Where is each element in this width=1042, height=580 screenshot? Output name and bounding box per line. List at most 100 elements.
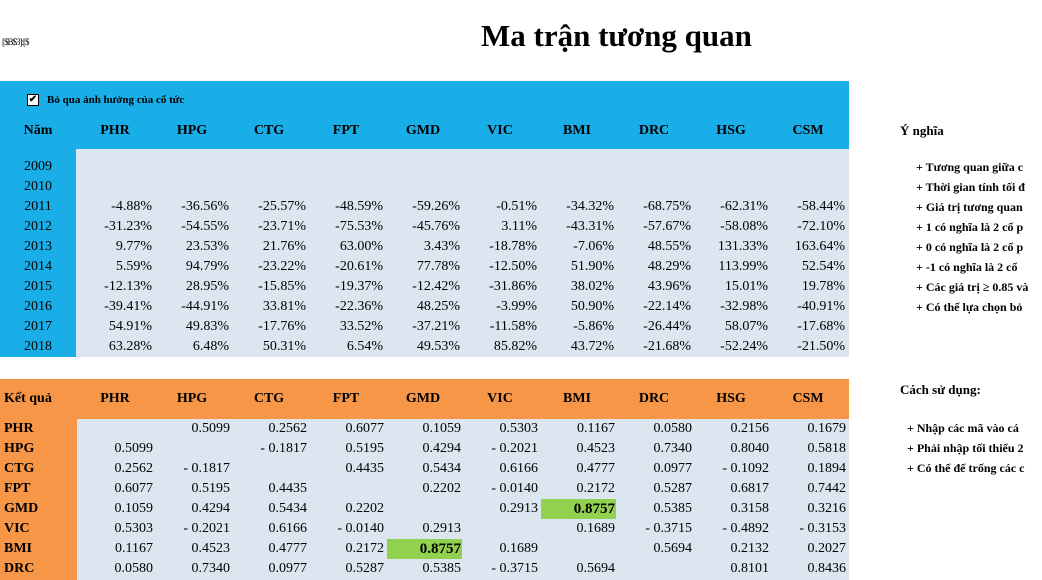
- year-cell[interactable]: 2016: [24, 299, 52, 314]
- return-cell[interactable]: 3.43%: [423, 239, 460, 254]
- return-cell[interactable]: 5.59%: [115, 259, 152, 274]
- correlation-cell[interactable]: 0.2202: [345, 501, 385, 516]
- return-cell[interactable]: -26.44%: [643, 319, 691, 334]
- correlation-cell[interactable]: 0.5818: [807, 441, 847, 456]
- correlation-cell[interactable]: 0.1059: [114, 501, 154, 516]
- return-cell[interactable]: 33.52%: [339, 319, 383, 334]
- return-cell[interactable]: -12.42%: [412, 279, 460, 294]
- return-cell[interactable]: -23.22%: [258, 259, 306, 274]
- return-cell[interactable]: 50.31%: [262, 339, 306, 354]
- return-cell[interactable]: -54.55%: [181, 219, 229, 234]
- correlation-cell[interactable]: 0.5694: [653, 541, 693, 556]
- return-cell[interactable]: 63.28%: [108, 339, 152, 354]
- correlation-cell[interactable]: 0.1167: [577, 421, 615, 436]
- correlation-cell[interactable]: 0.2172: [576, 481, 616, 496]
- return-cell[interactable]: 77.78%: [416, 259, 460, 274]
- return-cell[interactable]: -18.78%: [489, 239, 537, 254]
- return-cell[interactable]: 21.76%: [262, 239, 306, 254]
- return-cell[interactable]: 9.77%: [115, 239, 152, 254]
- correlation-cell[interactable]: 0.2156: [730, 421, 770, 436]
- return-cell[interactable]: 49.53%: [416, 339, 460, 354]
- correlation-cell[interactable]: 0.1894: [807, 461, 847, 476]
- correlation-cell[interactable]: 0.5099: [191, 421, 231, 436]
- correlation-cell[interactable]: 0.5303: [114, 521, 154, 536]
- year-cell[interactable]: 2018: [24, 339, 52, 354]
- correlation-cell[interactable]: 0.8101: [730, 561, 770, 576]
- correlation-cell[interactable]: - 0.1817: [260, 441, 307, 456]
- correlation-cell[interactable]: - 0.4892: [722, 521, 769, 536]
- correlation-cell[interactable]: 0.0580: [653, 421, 693, 436]
- year-cell[interactable]: 2015: [24, 279, 52, 294]
- correlation-cell[interactable]: 0.4777: [268, 541, 308, 556]
- year-cell[interactable]: 2013: [24, 239, 52, 254]
- correlation-cell[interactable]: - 0.0140: [337, 521, 384, 536]
- year-cell[interactable]: 2010: [24, 179, 52, 194]
- correlation-cell[interactable]: 0.2562: [114, 461, 154, 476]
- return-cell[interactable]: -22.36%: [335, 299, 383, 314]
- return-cell[interactable]: 94.79%: [185, 259, 229, 274]
- return-cell[interactable]: -15.85%: [258, 279, 306, 294]
- return-cell[interactable]: 58.07%: [724, 319, 768, 334]
- correlation-cell[interactable]: 0.3216: [807, 501, 847, 516]
- correlation-cell[interactable]: - 0.1092: [722, 461, 769, 476]
- return-cell[interactable]: -34.32%: [566, 199, 614, 214]
- return-cell[interactable]: -58.08%: [720, 219, 768, 234]
- correlation-cell[interactable]: 0.8436: [807, 561, 847, 576]
- return-cell[interactable]: -17.68%: [797, 319, 845, 334]
- return-cell[interactable]: -39.41%: [104, 299, 152, 314]
- return-cell[interactable]: 15.01%: [724, 279, 768, 294]
- return-cell[interactable]: 33.81%: [262, 299, 306, 314]
- return-cell[interactable]: -31.23%: [104, 219, 152, 234]
- return-cell[interactable]: -12.13%: [104, 279, 152, 294]
- return-cell[interactable]: -21.68%: [643, 339, 691, 354]
- return-cell[interactable]: 6.54%: [346, 339, 383, 354]
- correlation-cell[interactable]: 0.4777: [576, 461, 616, 476]
- correlation-cell[interactable]: 0.6166: [268, 521, 308, 536]
- return-cell[interactable]: -31.86%: [489, 279, 537, 294]
- return-cell[interactable]: -48.59%: [335, 199, 383, 214]
- return-cell[interactable]: -4.88%: [111, 199, 152, 214]
- year-cell[interactable]: 2017: [24, 319, 52, 334]
- correlation-cell[interactable]: 0.2202: [422, 481, 462, 496]
- correlation-cell[interactable]: 0.5099: [114, 441, 154, 456]
- correlation-cell[interactable]: - 0.2021: [183, 521, 230, 536]
- correlation-cell[interactable]: 0.7340: [653, 441, 693, 456]
- return-cell[interactable]: 63.00%: [339, 239, 383, 254]
- correlation-cell[interactable]: 0.8040: [730, 441, 770, 456]
- year-cell[interactable]: 2011: [24, 199, 52, 214]
- return-cell[interactable]: -75.53%: [335, 219, 383, 234]
- return-cell[interactable]: -17.76%: [258, 319, 306, 334]
- return-cell[interactable]: -21.50%: [797, 339, 845, 354]
- correlation-cell[interactable]: 0.5385: [653, 501, 693, 516]
- correlation-cell[interactable]: 0.7340: [191, 561, 231, 576]
- correlation-cell[interactable]: 0.4523: [576, 441, 616, 456]
- return-cell[interactable]: 38.02%: [570, 279, 614, 294]
- return-cell[interactable]: -40.91%: [797, 299, 845, 314]
- return-cell[interactable]: 6.48%: [192, 339, 229, 354]
- return-cell[interactable]: 54.91%: [108, 319, 152, 334]
- correlation-cell[interactable]: 0.6166: [499, 461, 539, 476]
- return-cell[interactable]: 52.54%: [801, 259, 845, 274]
- correlation-cell[interactable]: 0.2172: [345, 541, 385, 556]
- correlation-cell[interactable]: 0.1679: [807, 421, 847, 436]
- correlation-cell[interactable]: - 0.3715: [491, 561, 538, 576]
- return-cell[interactable]: -57.67%: [643, 219, 691, 234]
- return-cell[interactable]: 50.90%: [570, 299, 614, 314]
- correlation-cell[interactable]: 0.7442: [807, 481, 847, 496]
- return-cell[interactable]: 163.64%: [794, 239, 845, 254]
- return-cell[interactable]: 3.11%: [501, 219, 537, 234]
- correlation-cell[interactable]: 0.2913: [422, 521, 462, 536]
- return-cell[interactable]: 28.95%: [185, 279, 229, 294]
- return-cell[interactable]: -20.61%: [335, 259, 383, 274]
- return-cell[interactable]: 48.29%: [647, 259, 691, 274]
- return-cell[interactable]: -5.86%: [573, 319, 614, 334]
- correlation-cell[interactable]: 0.2132: [730, 541, 770, 556]
- return-cell[interactable]: 48.25%: [416, 299, 460, 314]
- correlation-cell[interactable]: 0.5287: [345, 561, 385, 576]
- return-cell[interactable]: -3.99%: [496, 299, 537, 314]
- correlation-cell[interactable]: 0.2027: [807, 541, 847, 556]
- correlation-cell[interactable]: 0.2913: [499, 501, 539, 516]
- correlation-cell[interactable]: 0.3158: [730, 501, 770, 516]
- return-cell[interactable]: 113.99%: [718, 259, 768, 274]
- return-cell[interactable]: -59.26%: [412, 199, 460, 214]
